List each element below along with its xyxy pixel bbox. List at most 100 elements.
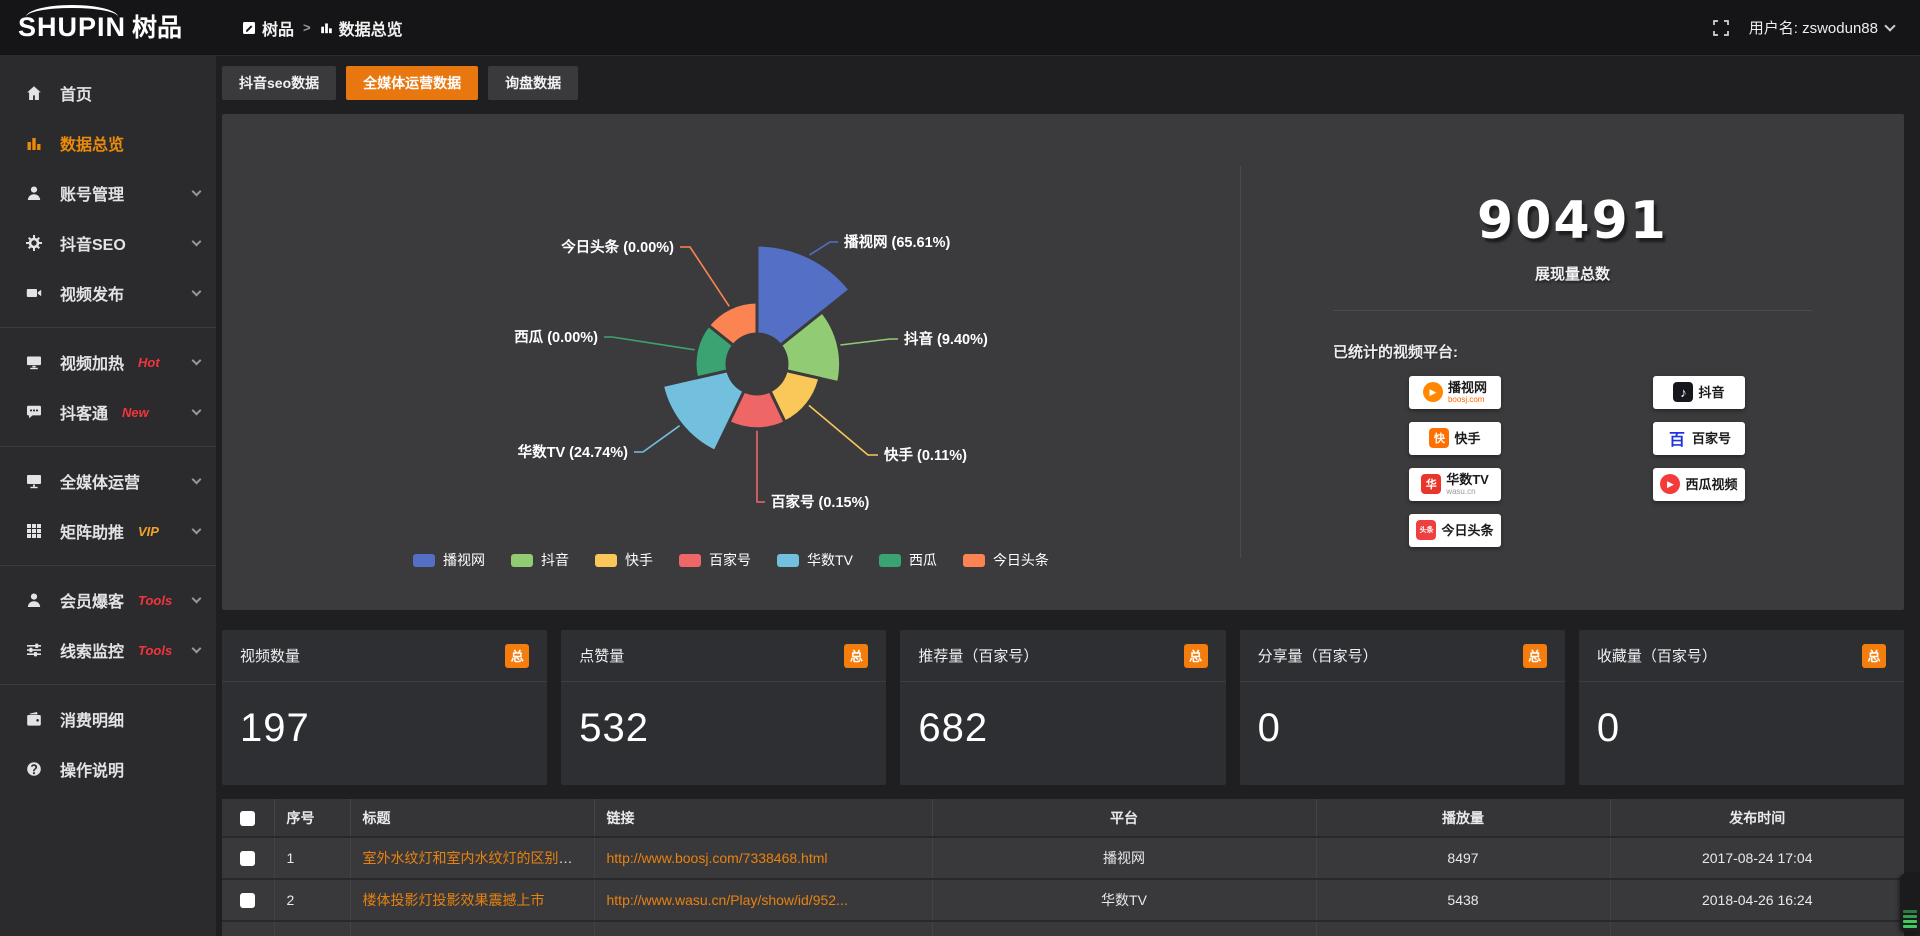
sidebar-item-wallet[interactable]: 消费明细: [0, 694, 216, 744]
sidebar-item-home[interactable]: 首页: [0, 68, 216, 118]
platform-domain: boosj.com: [1447, 394, 1485, 404]
home-icon: [26, 85, 46, 101]
sidebar-item-member[interactable]: 会员爆客 Tools: [0, 575, 216, 625]
fullscreen-icon[interactable]: [1712, 19, 1729, 36]
sidebar-item-label: 矩阵助推: [60, 525, 125, 542]
chevron-down-icon: [191, 405, 202, 416]
tab-omni-media[interactable]: 全媒体运营数据: [346, 66, 479, 100]
legend-item-3[interactable]: 百家号: [679, 550, 751, 570]
sidebar-item-badge: VIP: [138, 523, 159, 539]
legend-item-0[interactable]: 播视网: [413, 550, 485, 570]
chevron-down-icon: [191, 286, 202, 297]
stat-card-4: 收藏量（百家号） 总 0: [1578, 630, 1905, 785]
stat-title: 点赞量: [579, 648, 625, 665]
row-checkbox[interactable]: [240, 893, 256, 909]
pie-slice-0[interactable]: [755, 243, 853, 348]
baijiahao-logo-icon: 百: [1666, 428, 1687, 449]
platform-domain: wasu.cn: [1446, 486, 1476, 496]
tab-douyin-seo[interactable]: 抖音seo数据: [222, 66, 337, 100]
row-checkbox[interactable]: [240, 851, 256, 867]
platform-badge-boosj: ▶ 播视网 boosj.com: [1409, 375, 1501, 409]
tab-inquiry[interactable]: 询盘数据: [488, 66, 579, 100]
floating-widget[interactable]: [1900, 874, 1920, 932]
pie-slice-2[interactable]: [767, 368, 822, 425]
legend-label: 百家号: [709, 552, 752, 568]
stat-cards-row: 视频数量总 197 点赞量总 532 推荐量（百家号）总 682 分享量（百家号）总 0 收藏量…: [222, 630, 1905, 785]
legend-marker: [595, 553, 618, 567]
user-menu[interactable]: 用户名: zswodun88: [1749, 17, 1896, 38]
chevron-down-icon: [191, 524, 202, 535]
sidebar-item-chat[interactable]: 抖客通 New: [0, 387, 216, 437]
platforms-title: 已统计的视频平台:: [1333, 343, 1458, 361]
legend-item-6[interactable]: 今日头条: [962, 550, 1049, 570]
cell-title: 室外水纹灯和室内水纹灯的区别和简介: [350, 837, 595, 880]
sidebar-item-media[interactable]: 全媒体运营: [0, 456, 216, 506]
pie-slice-6[interactable]: [706, 300, 759, 348]
legend-label: 今日头条: [992, 552, 1049, 568]
column-header-5: 发布时间: [1610, 799, 1904, 838]
pie-svg-holder: 播视网 (65.61%) 抖音 (9.40%) 快手 (0.11%) 百家号 (0.1…: [222, 114, 1240, 610]
sidebar-item-badge: Hot: [138, 354, 160, 370]
legend-label: 抖音: [541, 552, 570, 568]
logo-arc: [26, 5, 119, 17]
table-header-row: 序号 标题 链接 平台 播放量 发布时间: [222, 799, 1904, 838]
sidebar-item-label: 会员爆客: [60, 594, 125, 611]
toutiao-logo-icon: 头条: [1416, 520, 1437, 541]
videos-table-panel: 序号 标题 链接 平台 播放量 发布时间 1 室外水纹灯和室内水纹灯的区别和简介 http:/…: [222, 799, 1904, 936]
sidebar-item-user[interactable]: 账号管理: [0, 168, 216, 218]
legend-item-4[interactable]: 华数TV: [777, 550, 853, 570]
legend-item-5[interactable]: 西瓜: [878, 550, 937, 570]
videos-table: 序号 标题 链接 平台 播放量 发布时间 1 室外水纹灯和室内水纹灯的区别和简介 http:/…: [222, 799, 1904, 936]
sidebar-item-label: 数据总览: [60, 137, 125, 154]
table-row: 2 楼体投影灯投影效果震撼上市 http://www.wasu.cn/Play/sh…: [222, 879, 1904, 922]
cell-no: 2: [274, 879, 351, 922]
logo-cn-text: 树品: [132, 14, 183, 42]
legend-label: 播视网: [443, 552, 486, 568]
sidebar-item-gear[interactable]: 抖音SEO: [0, 218, 216, 268]
sidebar-item-label: 操作说明: [60, 763, 125, 780]
video-title-link[interactable]: 楼体投影灯投影效果震撼上市: [362, 892, 545, 908]
pie-label-0: 播视网 (65.61%): [844, 233, 951, 251]
summary-divider: [1333, 309, 1812, 311]
sidebar-item-publish[interactable]: 视频发布: [0, 268, 216, 318]
panel-vertical-divider: [1240, 166, 1241, 558]
chevron-down-icon: [191, 186, 202, 197]
select-all-checkbox[interactable]: [240, 810, 256, 826]
pie-slice-1[interactable]: [778, 309, 842, 385]
chevron-down-icon: [191, 643, 202, 654]
widget-bar: [1903, 910, 1917, 913]
breadcrumb-home[interactable]: 树品: [242, 16, 294, 40]
stat-card-header: 推荐量（百家号） 总: [900, 630, 1226, 682]
pie-label-line-1: [840, 338, 898, 346]
legend-marker: [962, 553, 985, 567]
member-icon: [26, 592, 46, 608]
sidebar-item-heat[interactable]: 视频加热 Hot: [0, 337, 216, 387]
video-url-link[interactable]: http://www.wasu.cn/Play/show/id/952...: [606, 892, 848, 908]
sidebar-item-label: 首页: [60, 87, 93, 104]
sidebar-item-chart[interactable]: 数据总览: [0, 118, 216, 168]
sidebar: 首页 数据总览 账号管理 抖音SEO 视频发布 视频加热 Hot 抖客通 New 全媒体运营 矩阵助…: [0, 56, 216, 936]
pie-slice-3[interactable]: [726, 388, 788, 431]
pie-label-line-3: [756, 430, 765, 503]
platform-badge-kuaishou: 快快手: [1409, 421, 1501, 455]
edit-board-icon: [243, 21, 255, 34]
breadcrumb-current[interactable]: 数据总览: [320, 16, 403, 40]
xigua-logo-icon: ▶: [1660, 474, 1681, 495]
stat-value: 197: [240, 706, 310, 750]
video-title-link[interactable]: 室外水纹灯和室内水纹灯的区别和简介: [362, 850, 594, 866]
pie-legend: 播视网 抖音 快手 百家号 华数TV 西瓜 今日头条: [222, 550, 1240, 570]
pie-slice-4[interactable]: [660, 368, 747, 454]
pie-label-3: 百家号 (0.15%): [771, 493, 869, 511]
kuaishou-logo-icon: 快: [1429, 428, 1450, 449]
boosj-logo-icon: ▶: [1422, 382, 1443, 403]
video-url-link[interactable]: http://www.boosj.com/7338468.html: [606, 850, 828, 866]
legend-item-1[interactable]: 抖音: [511, 550, 569, 570]
platform-name: 华数TV: [1446, 471, 1489, 487]
legend-item-2[interactable]: 快手: [595, 550, 653, 570]
grid-icon: [26, 523, 46, 539]
sidebar-item-help[interactable]: 操作说明: [0, 744, 216, 794]
wallet-icon: [26, 711, 46, 727]
chevron-down-icon: [191, 236, 202, 247]
sidebar-item-grid[interactable]: 矩阵助推 VIP: [0, 506, 216, 556]
sidebar-item-sliders[interactable]: 线索监控 Tools: [0, 625, 216, 675]
